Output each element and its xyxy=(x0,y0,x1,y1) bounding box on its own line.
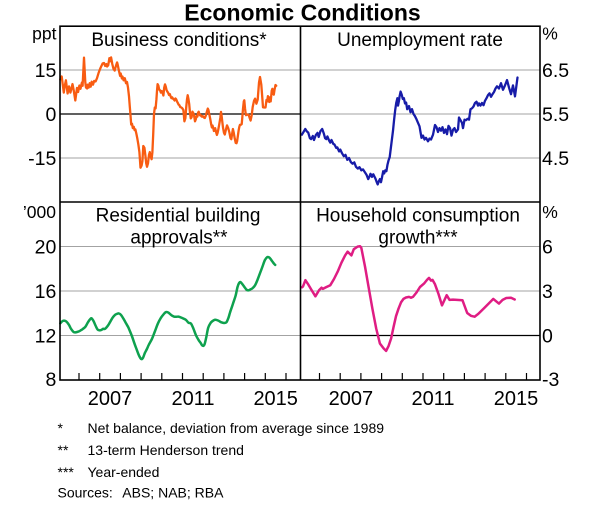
svg-text:ABS; NAB; RBA: ABS; NAB; RBA xyxy=(122,485,224,501)
svg-text:Business conditions*: Business conditions* xyxy=(91,30,267,51)
svg-text:%: % xyxy=(542,202,558,222)
svg-text:4.5: 4.5 xyxy=(542,148,569,170)
svg-text:6: 6 xyxy=(542,236,553,258)
svg-text:20: 20 xyxy=(35,236,57,258)
svg-text:-3: -3 xyxy=(542,369,559,391)
svg-text:3: 3 xyxy=(542,281,553,303)
svg-text:Year-ended: Year-ended xyxy=(88,464,160,480)
svg-text:%: % xyxy=(542,24,558,44)
svg-text:**: ** xyxy=(58,442,69,458)
svg-text:Household consumption: Household consumption xyxy=(316,206,520,227)
svg-text:’000: ’000 xyxy=(23,202,56,222)
svg-text:15: 15 xyxy=(35,60,57,82)
svg-text:***: *** xyxy=(58,464,75,480)
svg-text:2011: 2011 xyxy=(411,388,454,410)
svg-text:*: * xyxy=(58,420,64,436)
svg-text:12: 12 xyxy=(35,325,57,347)
svg-text:-15: -15 xyxy=(28,148,56,170)
svg-text:Net balance, deviation from av: Net balance, deviation from average sinc… xyxy=(88,420,385,436)
svg-text:2011: 2011 xyxy=(171,388,214,410)
svg-text:2015: 2015 xyxy=(494,388,539,410)
svg-text:6.5: 6.5 xyxy=(542,60,569,82)
svg-text:2007: 2007 xyxy=(329,388,374,410)
svg-text:13-term Henderson trend: 13-term Henderson trend xyxy=(88,442,244,458)
svg-text:ppt: ppt xyxy=(32,24,56,44)
svg-text:2007: 2007 xyxy=(88,388,133,410)
svg-text:Residential building: Residential building xyxy=(96,206,261,227)
svg-text:0: 0 xyxy=(45,104,56,126)
svg-text:5.5: 5.5 xyxy=(542,104,569,126)
svg-text:growth***: growth*** xyxy=(378,228,458,249)
svg-text:Economic Conditions: Economic Conditions xyxy=(184,0,420,26)
svg-text:Sources:: Sources: xyxy=(58,485,113,501)
svg-text:0: 0 xyxy=(542,325,553,347)
svg-text:Unemployment rate: Unemployment rate xyxy=(337,30,503,51)
svg-text:8: 8 xyxy=(45,369,56,391)
svg-text:approvals**: approvals** xyxy=(130,228,228,249)
svg-text:2015: 2015 xyxy=(253,388,298,410)
svg-text:16: 16 xyxy=(35,281,57,303)
